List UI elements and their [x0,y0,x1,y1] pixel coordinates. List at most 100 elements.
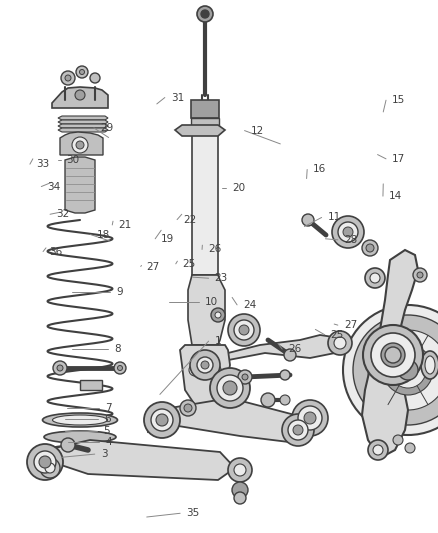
Text: 26: 26 [288,344,301,354]
Text: 16: 16 [313,165,326,174]
Polygon shape [52,87,108,108]
Circle shape [413,268,427,282]
Circle shape [328,331,352,355]
Circle shape [234,464,246,476]
Circle shape [201,361,209,369]
Text: 27: 27 [344,320,357,330]
Text: 25: 25 [331,330,344,340]
Text: 33: 33 [36,159,49,169]
Text: 36: 36 [49,247,62,256]
Circle shape [353,315,438,425]
Circle shape [280,395,290,405]
Polygon shape [58,116,108,120]
Circle shape [144,402,180,438]
Circle shape [370,273,380,283]
Polygon shape [362,250,418,458]
Circle shape [293,425,303,435]
Circle shape [398,360,418,380]
Circle shape [45,463,55,473]
Circle shape [332,216,364,248]
Text: 14: 14 [389,191,402,201]
Text: 7: 7 [105,403,112,413]
Circle shape [156,414,168,426]
Circle shape [234,492,246,504]
Circle shape [76,141,84,149]
Circle shape [390,352,426,388]
Circle shape [365,268,385,288]
Text: 22: 22 [183,215,196,224]
Circle shape [197,357,213,373]
Circle shape [304,412,316,424]
Text: 11: 11 [328,213,341,222]
Text: 29: 29 [100,123,113,133]
Circle shape [417,272,423,278]
Text: 10: 10 [205,297,218,307]
Text: 25: 25 [182,259,195,269]
Circle shape [40,458,60,478]
Text: 35: 35 [186,508,199,518]
Circle shape [238,370,252,384]
Text: 1: 1 [215,336,221,346]
Text: 3: 3 [101,449,107,459]
Text: 32: 32 [56,209,69,219]
Circle shape [65,75,71,81]
Circle shape [72,137,88,153]
Circle shape [75,90,85,100]
Circle shape [343,305,438,435]
Circle shape [215,312,221,318]
Circle shape [90,73,100,83]
Circle shape [53,361,67,375]
Circle shape [383,345,433,395]
Bar [191,118,219,130]
Circle shape [284,349,296,361]
Polygon shape [58,124,108,128]
Circle shape [363,325,423,385]
Circle shape [343,227,353,237]
Circle shape [190,350,220,380]
Circle shape [61,71,75,85]
Circle shape [39,456,51,468]
Circle shape [228,458,252,482]
Text: 28: 28 [344,235,357,245]
Circle shape [151,409,173,431]
Text: 31: 31 [171,93,184,102]
Text: 26: 26 [208,245,221,254]
Circle shape [292,400,328,436]
Circle shape [338,222,358,242]
Text: 15: 15 [392,95,405,105]
Circle shape [180,400,196,416]
Text: 23: 23 [215,273,228,283]
Text: 6: 6 [104,415,111,424]
Circle shape [373,445,383,455]
Bar [80,380,102,390]
Ellipse shape [44,431,116,443]
Polygon shape [58,128,108,132]
Circle shape [234,320,254,340]
Circle shape [385,347,401,363]
Polygon shape [180,345,230,408]
Bar [191,100,219,118]
Circle shape [117,366,123,370]
Polygon shape [145,398,315,444]
Ellipse shape [425,356,435,374]
Circle shape [211,308,225,322]
Circle shape [298,406,322,430]
Circle shape [368,440,388,460]
Circle shape [239,325,249,335]
Text: 20: 20 [232,183,245,193]
Circle shape [189,364,201,376]
Circle shape [362,240,378,256]
Polygon shape [60,132,103,155]
Circle shape [114,362,126,374]
Circle shape [223,381,237,395]
Circle shape [197,6,213,22]
Text: 17: 17 [392,154,405,164]
Text: 19: 19 [161,234,174,244]
Circle shape [280,370,290,380]
Polygon shape [38,440,235,480]
Circle shape [184,404,192,412]
Text: 8: 8 [114,344,120,354]
Text: 34: 34 [47,182,60,191]
Circle shape [34,451,56,473]
Circle shape [302,214,314,226]
